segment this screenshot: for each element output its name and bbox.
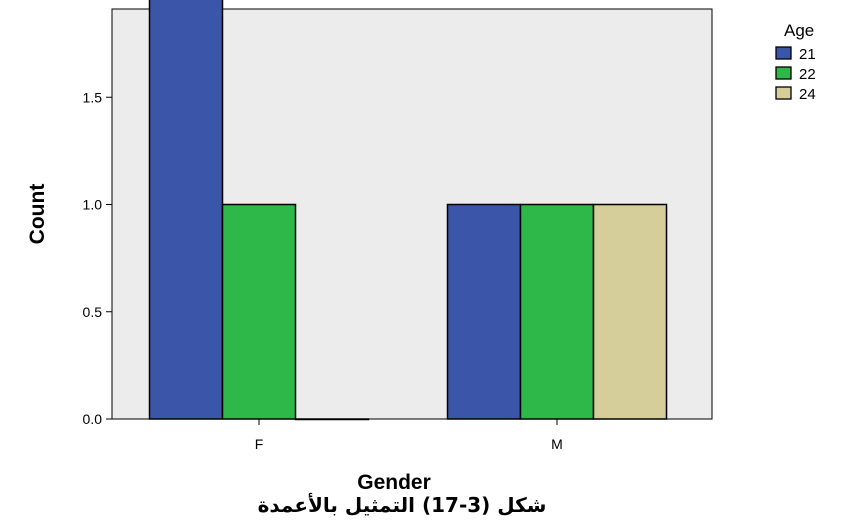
legend-label: 24 bbox=[799, 86, 816, 103]
x-tick-label: M bbox=[551, 436, 563, 452]
bars bbox=[148, 0, 668, 421]
bar-M-22 bbox=[519, 203, 595, 420]
y-axis-ticks: 0.00.51.01.52.0 bbox=[83, 89, 112, 427]
bar-M-24 bbox=[592, 203, 668, 420]
legend-swatch-22 bbox=[775, 66, 792, 80]
bar-M-21 bbox=[446, 203, 522, 420]
y-tick-label: 0.5 bbox=[83, 304, 103, 320]
legend-swatch-24 bbox=[775, 86, 792, 100]
y-tick-label: 1.5 bbox=[83, 89, 103, 105]
legend-title: Age bbox=[784, 21, 814, 40]
legend-swatch-21 bbox=[775, 46, 792, 60]
legend: Age 21 22 24 bbox=[775, 21, 816, 103]
bar-F-21 bbox=[148, 0, 224, 420]
legend-label: 22 bbox=[799, 66, 816, 83]
x-axis-title: Gender bbox=[357, 471, 431, 494]
y-tick-label: 1.0 bbox=[83, 197, 103, 213]
bar-F-24 bbox=[294, 418, 370, 421]
y-axis-title: Count bbox=[26, 184, 49, 245]
x-tick-label: F bbox=[255, 436, 264, 452]
figure-caption: شكل (3-17) التمثيل بالأعمدة bbox=[258, 492, 547, 517]
legend-label: 21 bbox=[799, 46, 816, 63]
y-tick-label: 0.0 bbox=[83, 411, 103, 427]
bar-F-22 bbox=[221, 203, 297, 420]
